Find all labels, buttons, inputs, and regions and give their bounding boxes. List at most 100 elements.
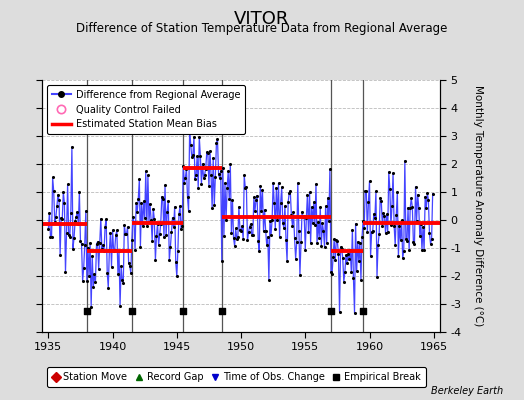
Point xyxy=(137,199,146,206)
Point xyxy=(114,270,122,277)
Point xyxy=(122,231,130,238)
Point xyxy=(322,240,331,246)
Point xyxy=(258,187,267,194)
Point xyxy=(288,222,297,229)
Point xyxy=(223,185,231,191)
Point xyxy=(247,232,256,238)
Point xyxy=(379,210,388,216)
Point xyxy=(373,274,381,280)
Point xyxy=(264,234,272,240)
Point xyxy=(240,172,248,179)
Point xyxy=(341,269,349,275)
Point xyxy=(160,234,168,240)
Point xyxy=(102,216,111,222)
Point xyxy=(347,269,355,275)
Point xyxy=(118,276,126,283)
Point xyxy=(194,185,202,191)
Point xyxy=(179,308,188,314)
Point xyxy=(343,259,351,266)
Point xyxy=(208,205,216,211)
Point xyxy=(107,263,116,270)
Point xyxy=(326,166,334,172)
Point xyxy=(358,234,366,240)
Point xyxy=(312,181,320,187)
Point xyxy=(384,229,392,235)
Point xyxy=(398,255,407,262)
Point xyxy=(164,198,172,204)
Point xyxy=(314,218,322,225)
Point xyxy=(212,140,221,146)
Point xyxy=(92,241,101,247)
Point xyxy=(414,204,423,211)
Point xyxy=(386,186,394,192)
Point xyxy=(330,236,339,242)
Point xyxy=(391,242,399,248)
Point xyxy=(425,230,434,236)
Point xyxy=(75,189,84,196)
Point xyxy=(196,153,204,159)
Point xyxy=(298,208,306,215)
Point xyxy=(202,166,210,172)
Point xyxy=(185,126,194,132)
Point xyxy=(89,284,97,291)
Point xyxy=(192,172,200,178)
Point xyxy=(140,215,149,222)
Point xyxy=(364,199,373,205)
Point xyxy=(224,168,232,175)
Point xyxy=(133,209,141,216)
Point xyxy=(138,223,147,229)
Point xyxy=(121,230,129,237)
Point xyxy=(215,175,224,181)
Legend: Station Move, Record Gap, Time of Obs. Change, Empirical Break: Station Move, Record Gap, Time of Obs. C… xyxy=(47,367,426,387)
Point xyxy=(106,230,115,236)
Point xyxy=(284,199,292,206)
Point xyxy=(169,224,178,231)
Point xyxy=(267,232,275,238)
Point xyxy=(91,279,100,285)
Point xyxy=(273,217,281,224)
Point xyxy=(205,183,213,190)
Point xyxy=(234,234,242,240)
Point xyxy=(353,268,361,275)
Point xyxy=(179,162,188,169)
Point xyxy=(95,240,104,246)
Point xyxy=(87,304,95,310)
Point xyxy=(152,233,161,239)
Point xyxy=(195,134,203,140)
Point xyxy=(329,254,337,260)
Point xyxy=(261,228,270,234)
Point xyxy=(45,210,53,216)
Y-axis label: Monthly Temperature Anomaly Difference (°C): Monthly Temperature Anomaly Difference (… xyxy=(473,85,483,327)
Point xyxy=(165,257,173,263)
Point xyxy=(270,200,278,206)
Point xyxy=(197,180,205,187)
Point xyxy=(146,201,154,207)
Point xyxy=(408,204,417,210)
Point xyxy=(265,277,273,283)
Point xyxy=(58,216,67,222)
Point xyxy=(235,204,243,210)
Point xyxy=(302,215,311,221)
Point xyxy=(327,269,335,275)
Point xyxy=(83,278,91,284)
Point xyxy=(356,239,364,246)
Point xyxy=(161,182,169,188)
Point xyxy=(132,200,140,206)
Point xyxy=(420,247,428,254)
Point xyxy=(422,204,430,211)
Point xyxy=(277,200,285,206)
Point xyxy=(243,237,252,244)
Point xyxy=(46,233,54,240)
Point xyxy=(248,231,257,238)
Point xyxy=(116,302,124,309)
Point xyxy=(336,244,345,250)
Point xyxy=(184,208,193,214)
Point xyxy=(418,247,426,253)
Point xyxy=(424,197,433,203)
Point xyxy=(90,271,99,277)
Point xyxy=(175,211,183,218)
Point xyxy=(221,180,229,186)
Point xyxy=(374,241,383,248)
Point xyxy=(201,172,209,178)
Point xyxy=(378,222,387,229)
